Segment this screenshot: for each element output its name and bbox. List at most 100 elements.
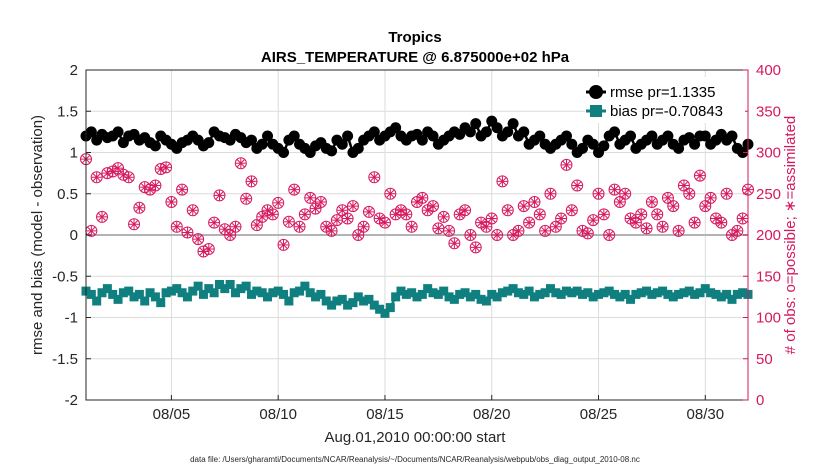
obs-possible-marker: [277, 238, 290, 251]
ticks: 08/05 08/10 08/15 08/20 08/25 08/30 -2 -1.5 -1 -0…: [52, 62, 781, 423]
legend-bias-label: bias pr=-0.70843: [610, 103, 723, 120]
obs-assimilated-marker: [689, 217, 700, 228]
bias-point: [86, 289, 96, 299]
rmse-point: [560, 130, 572, 142]
obs-assimilated-marker: [545, 188, 556, 199]
rmse-point: [673, 142, 685, 154]
obs-possible-marker: [619, 187, 632, 200]
bias-point: [188, 286, 198, 296]
bias-point: [727, 294, 737, 304]
obs-assimilated-marker: [598, 209, 609, 220]
bias-point: [428, 288, 438, 298]
obs-assimilated-marker: [518, 201, 529, 212]
bias-point: [610, 289, 620, 299]
obs-possible-marker: [176, 183, 189, 196]
obs-assimilated-marker: [705, 192, 716, 203]
obs-assimilated-marker: [646, 197, 657, 207]
obs-possible-marker: [597, 208, 610, 221]
obs-assimilated-marker: [97, 211, 108, 222]
obs-assimilated-marker: [668, 201, 679, 212]
bias-point: [492, 292, 502, 302]
rmse-point: [342, 130, 354, 142]
obs-assimilated-marker: [588, 215, 599, 226]
y-axis-label-left: rmse and bias (model - observation): [29, 115, 46, 355]
bias-point: [289, 288, 299, 298]
obs-possible-marker: [346, 200, 359, 213]
obs-assimilated-marker: [363, 206, 374, 217]
rmse-point: [85, 126, 97, 138]
y-tick-label-right: 400: [756, 62, 781, 79]
obs-possible-marker: [501, 204, 514, 217]
rmse-point: [662, 130, 674, 142]
obs-possible-marker: [603, 229, 616, 241]
bias-point: [236, 284, 246, 294]
bias-point: [604, 286, 614, 296]
obs-assimilated-marker: [225, 230, 236, 240]
obs-possible-marker: [336, 204, 349, 217]
bias-point: [279, 289, 289, 299]
bias-point: [182, 292, 192, 302]
obs-possible-marker: [224, 229, 237, 241]
obs-possible-marker: [208, 216, 221, 229]
y-tick-label-left: 1: [70, 145, 78, 162]
obs-possible-marker: [645, 196, 658, 208]
obs-possible-marker: [613, 196, 626, 208]
obs-assimilated-marker: [203, 244, 214, 255]
obs-assimilated-marker: [347, 201, 358, 212]
obs-assimilated-marker: [726, 230, 737, 240]
obs-assimilated-marker: [662, 192, 673, 203]
bias-point: [247, 289, 256, 299]
obs-possible-marker: [661, 191, 674, 204]
bias-point: [156, 298, 166, 308]
bias-point: [551, 288, 561, 298]
obs-assimilated-marker: [177, 184, 188, 195]
obs-possible-marker: [469, 241, 482, 254]
obs-possible-marker: [240, 192, 253, 205]
obs-assimilated-marker: [673, 225, 684, 236]
bias-point: [353, 292, 363, 302]
bias-point: [412, 292, 422, 302]
bias-point: [380, 308, 390, 318]
bias-point: [369, 300, 379, 310]
obs-assimilated-marker: [171, 221, 182, 232]
obs-possible-marker: [491, 229, 504, 241]
obs-assimilated-marker: [609, 184, 620, 195]
bias-point: [252, 286, 262, 296]
obs-possible-marker: [405, 220, 418, 233]
obs-assimilated-marker: [508, 230, 519, 240]
bias-point: [626, 294, 636, 304]
obs-assimilated-marker: [625, 213, 636, 224]
obs-assimilated-marker: [550, 221, 561, 232]
legend: rmse pr=1.1335 bias pr=-0.70843: [585, 77, 745, 123]
bias-point: [230, 288, 240, 298]
obs-assimilated-marker: [257, 211, 268, 222]
obs-possible-marker: [272, 196, 285, 209]
obs-assimilated-marker: [267, 209, 278, 220]
y-tick-label-right: 0: [756, 392, 764, 409]
bias-point: [241, 281, 251, 291]
obs-assimilated-marker: [294, 221, 305, 232]
bias-point: [583, 288, 593, 298]
rmse-point: [577, 142, 588, 154]
bias-point: [620, 289, 630, 299]
bias-point: [487, 289, 497, 299]
obs-assimilated-marker: [716, 217, 727, 228]
bias-point: [225, 280, 235, 289]
bias-point: [444, 292, 454, 302]
obs-possible-marker: [651, 208, 664, 221]
obs-assimilated-marker: [561, 159, 572, 170]
obs-assimilated-marker: [353, 230, 364, 240]
bias-point: [273, 286, 283, 296]
bias-point: [578, 289, 587, 299]
obs-assimilated-marker: [182, 227, 193, 238]
bias-point: [642, 286, 652, 296]
bias-point: [711, 289, 721, 299]
bias-point: [572, 286, 582, 296]
obs-assimilated-marker: [241, 193, 252, 204]
bias-point: [449, 294, 459, 304]
obs-assimilated-marker: [604, 230, 615, 240]
obs-assimilated-marker: [193, 234, 204, 245]
rmse-point: [262, 130, 274, 142]
obs-possible-marker: [314, 196, 327, 208]
